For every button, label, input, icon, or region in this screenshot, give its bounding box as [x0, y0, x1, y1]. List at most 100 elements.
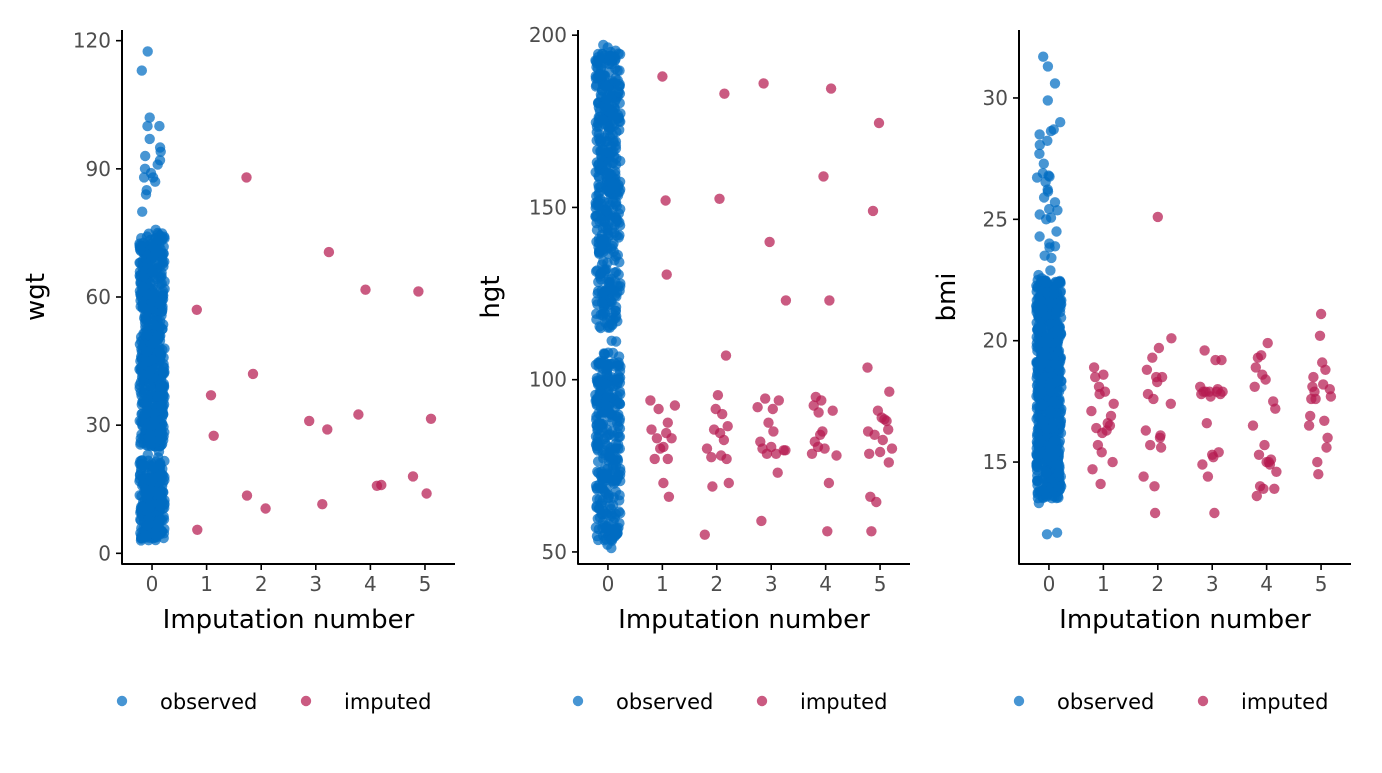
observed-point — [1039, 250, 1050, 261]
imputed-point — [1250, 362, 1262, 373]
observed-point — [606, 177, 617, 189]
y-tick-label: 120 — [73, 29, 111, 53]
y-axis-title: bmi — [932, 272, 962, 321]
imputed-point — [864, 448, 875, 459]
imputed-point — [376, 479, 387, 491]
observed-point — [601, 205, 612, 216]
observed-point — [603, 124, 615, 135]
observed-point — [1044, 297, 1055, 308]
x-tick-label: 5 — [419, 572, 432, 596]
observed-point — [591, 501, 602, 512]
observed-point — [593, 417, 604, 429]
observed-point — [1044, 238, 1055, 249]
imputed-point — [663, 491, 675, 502]
imputed-point — [191, 304, 202, 315]
imputed-point — [192, 524, 203, 535]
observed-point — [1034, 129, 1045, 140]
observed-point — [156, 400, 167, 411]
imputed-point — [806, 448, 818, 459]
observed-point — [612, 75, 623, 86]
observed-point — [1033, 497, 1045, 509]
imputed-point — [1313, 469, 1324, 480]
observed-point — [148, 319, 159, 330]
observed-point — [156, 306, 167, 317]
observed-point — [1034, 209, 1045, 220]
imputed-point — [707, 481, 718, 492]
observed-point — [1036, 336, 1048, 348]
imputed-point — [719, 88, 730, 99]
legend: observed imputed — [1013, 690, 1328, 714]
observed-point — [1048, 124, 1059, 135]
imputed-point — [1217, 386, 1228, 397]
observed-point — [603, 401, 614, 412]
x-axis-title: Imputation number — [163, 605, 415, 635]
legend-key-observed — [572, 695, 584, 707]
y-tick-label: 0 — [98, 541, 111, 565]
x-tick-label: 1 — [200, 572, 213, 596]
imputed-point — [1147, 352, 1158, 363]
imputed-point — [241, 490, 253, 501]
observed-point — [158, 368, 170, 379]
imputed-point — [407, 471, 419, 482]
imputed-point — [764, 236, 775, 248]
observed-point — [606, 319, 618, 330]
imputed-point — [1105, 410, 1117, 422]
y-tick-label: 50 — [542, 540, 567, 564]
observed-point — [150, 224, 161, 235]
observed-point — [158, 435, 169, 446]
imputed-point — [645, 395, 656, 406]
imputed-point — [1166, 333, 1177, 344]
observed-point — [1035, 434, 1046, 446]
x-tick-label: 1 — [1097, 572, 1110, 596]
imputed-point — [756, 515, 767, 527]
y-tick-label: 150 — [529, 195, 567, 219]
imputed-point — [208, 430, 219, 441]
observed-point — [145, 430, 156, 441]
observed-point — [154, 499, 165, 510]
imputed-point — [1156, 371, 1168, 383]
imputed-point — [1320, 364, 1331, 375]
imputed-point — [1138, 471, 1149, 482]
imputed-point — [1153, 342, 1165, 354]
imputed-point — [360, 284, 371, 295]
x-tick-label: 0 — [602, 572, 615, 596]
observed-point — [1045, 406, 1056, 417]
imputed-point — [1148, 393, 1159, 405]
x-tick-label: 3 — [309, 572, 322, 596]
observed-point — [157, 381, 169, 393]
y-tick-label: 90 — [86, 157, 111, 181]
observed-point — [609, 531, 620, 542]
imputed-point — [660, 195, 671, 206]
imputed-point — [1249, 381, 1260, 392]
legend-key-imputed — [300, 695, 312, 707]
y-tick-label: 30 — [86, 413, 111, 437]
imputed-point — [1140, 425, 1152, 436]
imputed-point — [304, 415, 315, 427]
legend: observed imputed — [116, 690, 431, 714]
observed-point — [1034, 231, 1045, 242]
imputed-point — [884, 386, 895, 397]
observed-point — [598, 70, 609, 81]
observed-point — [1035, 448, 1046, 459]
imputed-point — [699, 529, 710, 540]
observed-point — [1049, 436, 1060, 447]
imputed-point — [1308, 371, 1319, 383]
observed-point — [1055, 302, 1066, 314]
observed-point — [137, 460, 148, 471]
y-tick-label: 100 — [529, 368, 567, 392]
imputed-point — [1165, 398, 1177, 409]
imputed-point — [871, 496, 882, 508]
observed-point — [591, 314, 602, 325]
imputed-point — [1141, 364, 1153, 375]
imputed-point — [1312, 456, 1323, 468]
observed-point — [595, 182, 606, 193]
observed-point — [1038, 192, 1050, 203]
y-axis-title: wgt — [21, 273, 51, 321]
imputed-point — [874, 446, 886, 458]
imputed-point — [247, 368, 259, 380]
observed-point — [593, 158, 605, 170]
observed-point — [612, 427, 623, 439]
observed-point — [591, 224, 603, 236]
